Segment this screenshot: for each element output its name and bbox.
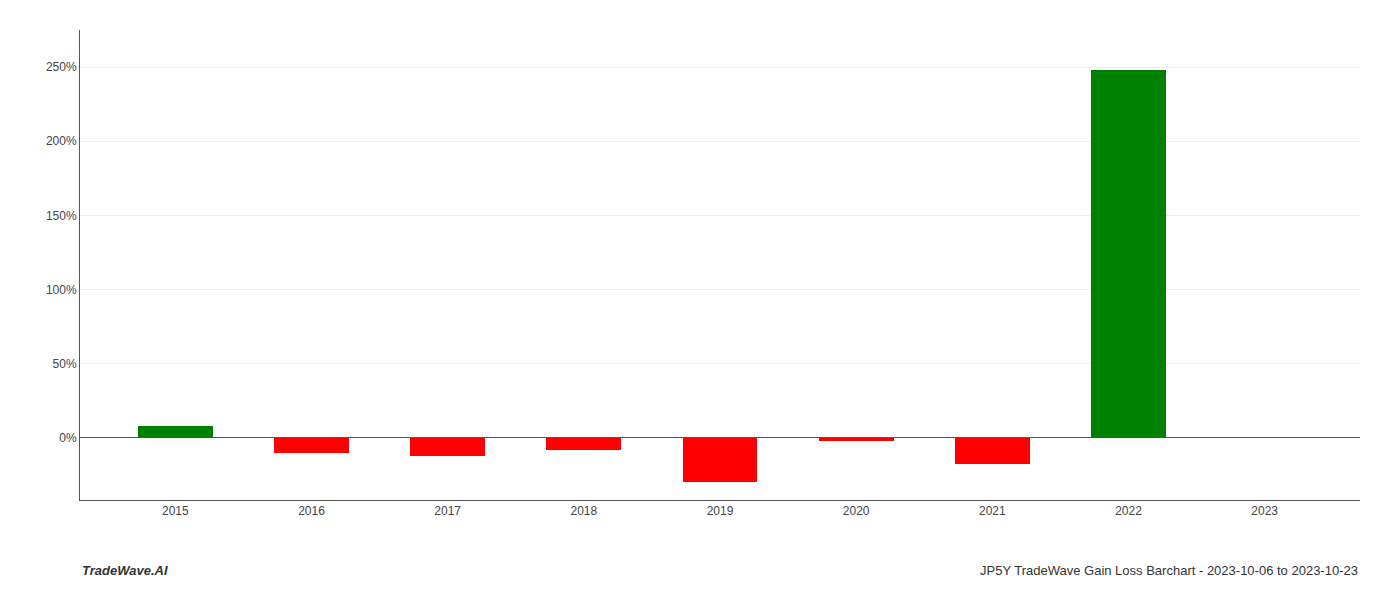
svg-text:2018: 2018 xyxy=(570,504,597,518)
svg-text:2016: 2016 xyxy=(298,504,325,518)
svg-text:50%: 50% xyxy=(53,357,77,371)
svg-text:150%: 150% xyxy=(46,209,77,223)
svg-text:TradeWave.AI: TradeWave.AI xyxy=(82,563,168,578)
svg-text:2021: 2021 xyxy=(979,504,1006,518)
svg-text:JP5Y TradeWave Gain Loss Barch: JP5Y TradeWave Gain Loss Barchart - 2023… xyxy=(980,563,1358,578)
svg-text:2017: 2017 xyxy=(434,504,461,518)
svg-text:2015: 2015 xyxy=(162,504,189,518)
svg-text:2022: 2022 xyxy=(1115,504,1142,518)
svg-text:2020: 2020 xyxy=(843,504,870,518)
svg-text:2019: 2019 xyxy=(707,504,734,518)
svg-text:200%: 200% xyxy=(46,134,77,148)
svg-text:2023: 2023 xyxy=(1251,504,1278,518)
svg-text:250%: 250% xyxy=(46,60,77,74)
svg-text:0%: 0% xyxy=(59,431,77,445)
svg-text:100%: 100% xyxy=(46,283,77,297)
